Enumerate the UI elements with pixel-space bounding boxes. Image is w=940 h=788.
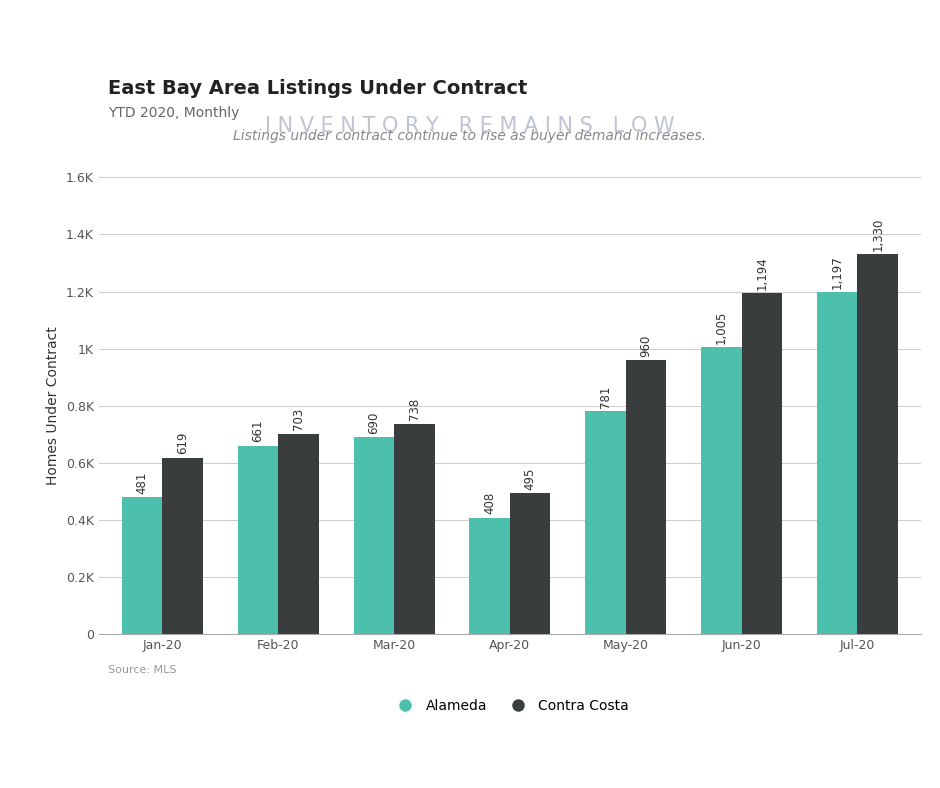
Text: 703: 703 [292, 408, 306, 430]
Text: YTD 2020, Monthly: YTD 2020, Monthly [108, 106, 240, 120]
Bar [586, 411, 626, 634]
Bar [857, 255, 898, 634]
Text: 408: 408 [483, 492, 496, 515]
Text: East Bay Area Listings Under Contract: East Bay Area Listings Under Contract [108, 80, 527, 98]
Bar [701, 348, 742, 634]
Bar [122, 497, 163, 634]
Text: MORE HOMES UNDER CONTRACT: MORE HOMES UNDER CONTRACT [59, 35, 881, 78]
Bar [394, 423, 434, 634]
Text: 1,197: 1,197 [831, 255, 844, 289]
Text: R E A L  E S T A T E  G R O U P: R E A L E S T A T E G R O U P [762, 753, 898, 763]
Text: 781: 781 [599, 385, 612, 408]
Text: 960: 960 [639, 334, 652, 357]
Text: 1,194: 1,194 [756, 256, 768, 290]
Bar [238, 445, 278, 634]
Bar [163, 458, 203, 634]
Text: 738: 738 [408, 398, 421, 420]
Text: 1,005: 1,005 [714, 310, 728, 344]
Text: 481: 481 [135, 471, 149, 493]
Text: 1,330: 1,330 [871, 217, 885, 251]
Text: Source: MLS: Source: MLS [108, 665, 177, 675]
Bar [353, 437, 394, 634]
Bar [626, 360, 666, 634]
Bar [469, 518, 510, 634]
Text: I N V E N T O R Y   R E M A I N S   L O W: I N V E N T O R Y R E M A I N S L O W [265, 116, 675, 136]
Text: 619: 619 [176, 432, 189, 454]
Text: 661: 661 [252, 419, 264, 442]
Bar [817, 292, 857, 634]
Legend: Alameda, Contra Costa: Alameda, Contra Costa [385, 693, 634, 719]
Text: ARRIVE: ARRIVE [772, 712, 898, 741]
Text: Listings under contract continue to rise as buyer demand increases.: Listings under contract continue to rise… [233, 129, 707, 143]
Y-axis label: Homes Under Contract: Homes Under Contract [46, 326, 60, 485]
Text: 495: 495 [524, 467, 537, 489]
Bar [742, 293, 782, 634]
Text: 690: 690 [368, 411, 381, 434]
Bar [278, 433, 319, 634]
Bar [509, 493, 551, 634]
